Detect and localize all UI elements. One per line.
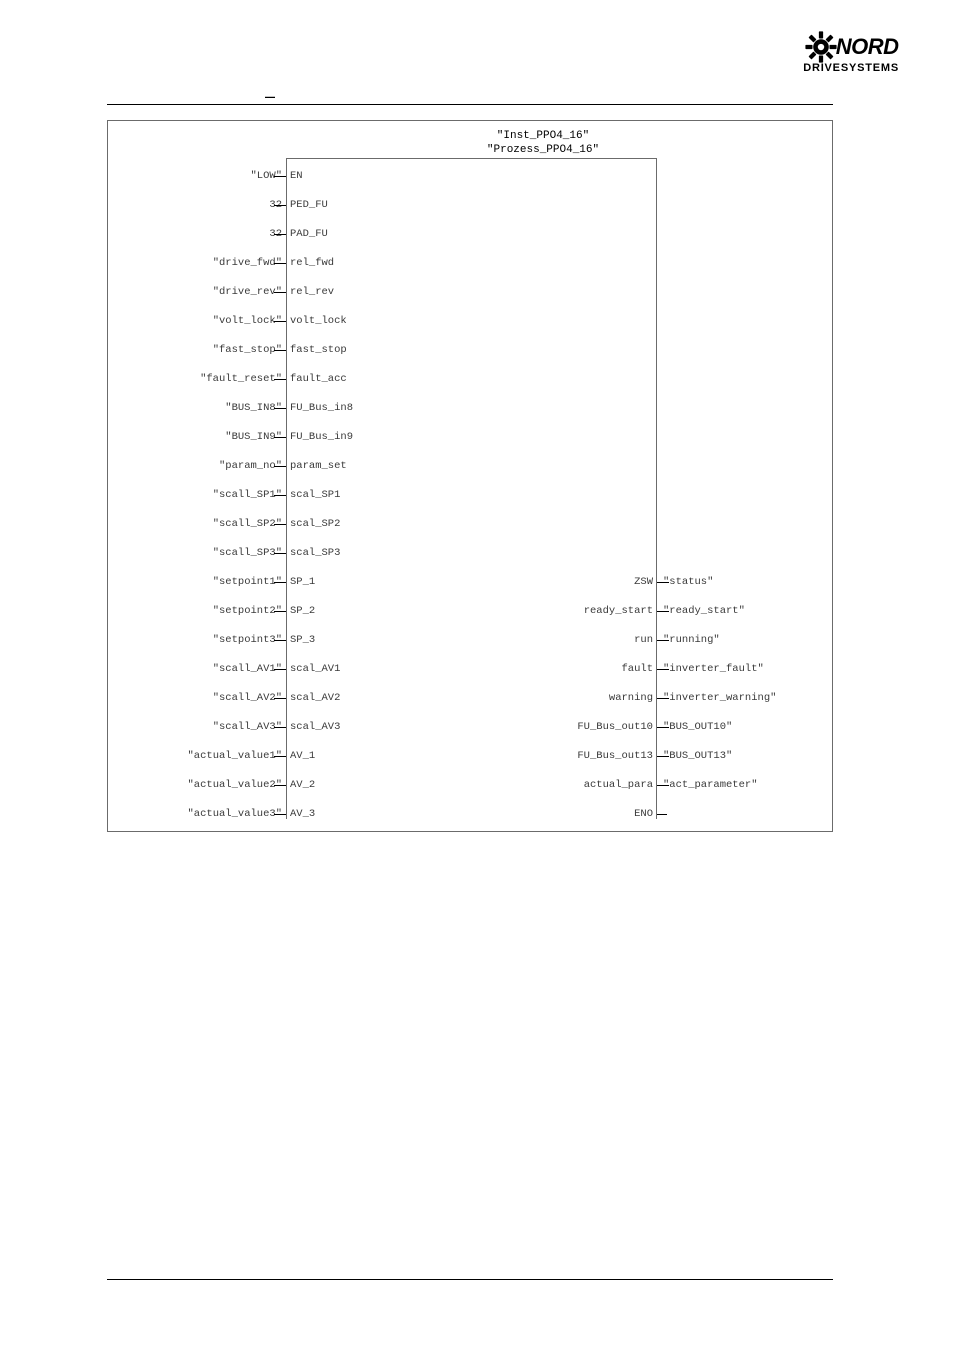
input-external: "fault_reset": [200, 374, 282, 385]
input-internal: scal_SP2: [290, 519, 340, 530]
input-external: "scall_SP1": [213, 490, 282, 501]
input-external: "param_no": [219, 461, 282, 472]
input-external: "drive_rev": [213, 287, 282, 298]
output-connector-line: [657, 814, 667, 815]
output-internal: actual_para: [584, 780, 653, 791]
input-internal: fast_stop: [290, 345, 347, 356]
input-external: "actual_value1": [187, 751, 282, 762]
input-external: "scall_AV1": [213, 664, 282, 675]
inner-border-top: [286, 158, 657, 159]
input-connector-line: [274, 379, 286, 380]
input-connector-line: [274, 756, 286, 757]
input-connector-line: [274, 698, 286, 699]
input-internal: scal_AV1: [290, 664, 340, 675]
input-connector-line: [274, 524, 286, 525]
output-internal: ready_start: [584, 606, 653, 617]
output-external: "status": [663, 577, 713, 588]
input-internal: PAD_FU: [290, 229, 328, 240]
input-internal: scal_AV3: [290, 722, 340, 733]
input-connector-line: [274, 408, 286, 409]
input-internal: volt_lock: [290, 316, 347, 327]
input-external: "drive_fwd": [213, 258, 282, 269]
input-internal: AV_1: [290, 751, 315, 762]
output-external: "ready_start": [663, 606, 745, 617]
function-block: "Inst_PPO4_16" "Prozess_PPO4_16" "LOW"EN…: [107, 120, 833, 832]
block-subtitle: "Prozess_PPO4_16": [286, 144, 800, 156]
input-internal: AV_2: [290, 780, 315, 791]
input-internal: rel_fwd: [290, 258, 334, 269]
input-internal: param_set: [290, 461, 347, 472]
input-connector-line: [274, 785, 286, 786]
input-external: "scall_SP3": [213, 548, 282, 559]
input-connector-line: [274, 205, 286, 206]
logo-top-row: NORD: [804, 30, 899, 64]
input-internal: scal_SP3: [290, 548, 340, 559]
input-connector-line: [274, 611, 286, 612]
gear-icon: [804, 30, 838, 64]
input-connector-line: [274, 292, 286, 293]
output-external: "act_parameter": [663, 780, 758, 791]
block-title: "Inst_PPO4_16": [286, 130, 800, 142]
input-connector-line: [274, 437, 286, 438]
input-internal: scal_AV2: [290, 693, 340, 704]
input-internal: SP_3: [290, 635, 315, 646]
output-external: "inverter_warning": [663, 693, 776, 704]
input-connector-line: [274, 669, 286, 670]
input-connector-line: [274, 553, 286, 554]
output-internal: ZSW: [634, 577, 653, 588]
input-internal: AV_3: [290, 809, 315, 820]
input-connector-line: [274, 263, 286, 264]
input-connector-line: [274, 582, 286, 583]
input-connector-line: [274, 466, 286, 467]
input-internal: SP_2: [290, 606, 315, 617]
input-internal: FU_Bus_in8: [290, 403, 353, 414]
inner-border-left: [286, 158, 287, 819]
output-internal: FU_Bus_out13: [577, 751, 653, 762]
inner-border-right: [656, 158, 657, 819]
input-internal: scal_SP1: [290, 490, 340, 501]
input-connector-line: [274, 495, 286, 496]
input-external: "setpoint2": [213, 606, 282, 617]
input-external: "fast_stop": [213, 345, 282, 356]
input-internal: EN: [290, 171, 303, 182]
input-connector-line: [274, 321, 286, 322]
input-external: "setpoint3": [213, 635, 282, 646]
input-internal: rel_rev: [290, 287, 334, 298]
input-external: "volt_lock": [213, 316, 282, 327]
output-external: "BUS_OUT13": [663, 751, 732, 762]
output-internal: FU_Bus_out10: [577, 722, 653, 733]
footer-rule: [107, 1279, 833, 1280]
input-connector-line: [274, 350, 286, 351]
input-external: "actual_value3": [187, 809, 282, 820]
output-internal: ENO: [634, 809, 653, 820]
input-internal: FU_Bus_in9: [290, 432, 353, 443]
input-external: "scall_AV3": [213, 722, 282, 733]
input-internal: SP_1: [290, 577, 315, 588]
input-connector-line: [274, 814, 286, 815]
output-external: "BUS_OUT10": [663, 722, 732, 733]
input-connector-line: [274, 640, 286, 641]
page: NORD DRIVESYSTEMS – "Inst_PPO4_16" "Proz…: [0, 0, 954, 1350]
input-connector-line: [274, 234, 286, 235]
input-connector-line: [274, 176, 286, 177]
input-external: "scall_AV2": [213, 693, 282, 704]
output-internal: fault: [621, 664, 653, 675]
input-internal: fault_acc: [290, 374, 347, 385]
input-external: "scall_SP2": [213, 519, 282, 530]
input-connector-line: [274, 727, 286, 728]
input-external: "actual_value2": [187, 780, 282, 791]
output-internal: run: [634, 635, 653, 646]
input-internal: PED_FU: [290, 200, 328, 211]
brand-logo: NORD DRIVESYSTEMS: [803, 30, 899, 74]
input-external: "setpoint1": [213, 577, 282, 588]
output-external: "inverter_fault": [663, 664, 764, 675]
output-external: "running": [663, 635, 720, 646]
header-rule: [107, 104, 833, 105]
logo-brand-text: NORD: [836, 34, 899, 60]
output-internal: warning: [609, 693, 653, 704]
